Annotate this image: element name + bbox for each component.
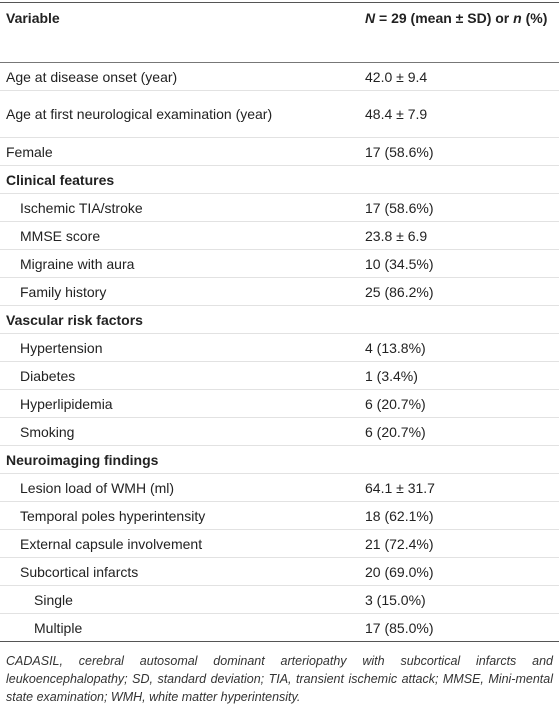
row-value: 17 (58.6%) [365,143,434,160]
row-label: Diabetes [20,367,76,384]
section-heading: Neuroimaging findings [6,451,159,468]
table-row: Hyperlipidemia 6 (20.7%) [0,390,559,418]
table-header: Variable N = 29 (mean ± SD) or n (%) [0,2,559,63]
row-value: 17 (85.0%) [365,619,434,636]
table-row: Hypertension 4 (13.8%) [0,334,559,362]
table-row: Age at disease onset (year) 42.0 ± 9.4 [0,63,559,91]
table-row: Migraine with aura 10 (34.5%) [0,250,559,278]
table-row: MMSE score 23.8 ± 6.9 [0,222,559,250]
row-value: 6 (20.7%) [365,423,426,440]
row-label: Multiple [34,619,83,636]
row-value: 64.1 ± 31.7 [365,479,435,496]
row-value: 48.4 ± 7.9 [365,106,428,122]
header-text: N [365,10,376,26]
row-label: Age at disease onset (year) [6,68,178,85]
table-row: Family history 25 (86.2%) [0,278,559,306]
table-row: External capsule involvement 21 (72.4%) [0,530,559,558]
table-row: Diabetes 1 (3.4%) [0,362,559,390]
table-row: Multiple 17 (85.0%) [0,614,559,642]
section-heading: Clinical features [6,171,115,188]
section-heading: Vascular risk factors [6,311,143,328]
row-label: Lesion load of WMH (ml) [20,479,175,496]
row-label: Temporal poles hyperintensity [20,507,206,524]
data-table: Variable N = 29 (mean ± SD) or n (%) Age… [0,2,559,642]
row-label: Migraine with aura [20,255,135,272]
table-row: Subcortical infarcts 20 (69.0%) [0,558,559,586]
row-value: 4 (13.8%) [365,339,426,356]
header-text: = 29 (mean ± SD) or [375,10,514,26]
header-cell: N = 29 (mean ± SD) or n (%) [357,3,559,63]
table-row: Age at first neurological examination (y… [0,91,559,138]
table-body: Age at disease onset (year) 42.0 ± 9.4 Age… [0,63,559,642]
header-row: Variable N = 29 (mean ± SD) or n (%) [0,2,559,63]
row-label: Hypertension [20,339,103,356]
row-label: MMSE score [20,227,101,244]
table-row: Temporal poles hyperintensity 18 (62.1%) [0,502,559,530]
row-value: 3 (15.0%) [365,591,426,608]
header-text: n [513,10,522,26]
row-label: Female [6,143,53,160]
row-value: 20 (69.0%) [365,563,434,580]
row-value: 17 (58.6%) [365,199,434,216]
row-label: External capsule involvement [20,535,203,552]
row-label: Subcortical infarcts [20,563,139,580]
row-value: 21 (72.4%) [365,535,434,552]
row-label: Ischemic TIA/stroke [20,199,143,216]
row-value: 1 (3.4%) [365,367,418,384]
section-row: Neuroimaging findings [0,446,559,474]
row-label: Family history [20,283,107,300]
footnote: CADASIL, cerebral autosomal dominant art… [6,654,553,704]
row-value: 25 (86.2%) [365,283,434,300]
row-label: Age at first neurological examination (y… [6,106,273,122]
row-value: 18 (62.1%) [365,507,434,524]
section-row: Clinical features [0,166,559,194]
section-row: Vascular risk factors [0,306,559,334]
row-value: 42.0 ± 9.4 [365,68,428,85]
row-label: Single [34,591,73,608]
table-row: Smoking 6 (20.7%) [0,418,559,446]
table-row: Ischemic TIA/stroke 17 (58.6%) [0,194,559,222]
row-value: 10 (34.5%) [365,255,434,272]
table-row: Female 17 (58.6%) [0,138,559,166]
row-value: 6 (20.7%) [365,395,426,412]
row-value: 23.8 ± 6.9 [365,227,428,244]
table-row: Lesion load of WMH (ml) 64.1 ± 31.7 [0,474,559,502]
row-label: Smoking [20,423,75,440]
row-label: Hyperlipidemia [20,395,113,412]
header-text: (%) [521,10,548,26]
table-row: Single 3 (15.0%) [0,586,559,614]
header-cell: Variable [6,10,60,26]
